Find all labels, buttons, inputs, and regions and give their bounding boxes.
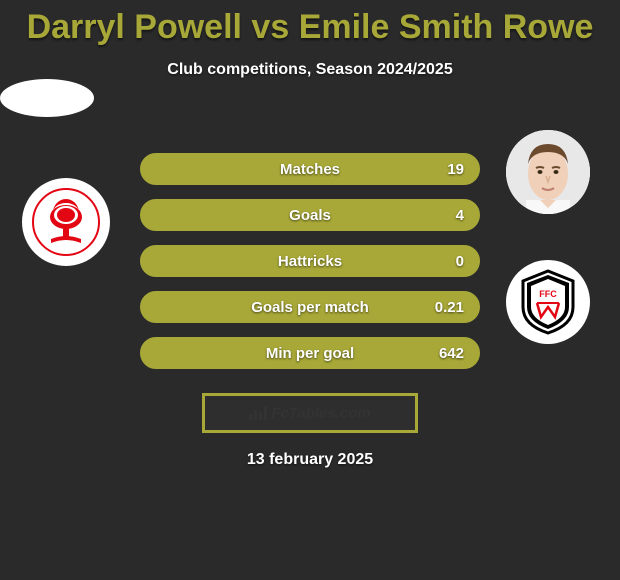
- stat-label: Goals per match: [251, 299, 369, 316]
- stat-row: Goals 4: [140, 199, 480, 231]
- stat-label: Goals: [289, 207, 331, 224]
- stat-row: Goals per match 0.21: [140, 291, 480, 323]
- svg-text:FFC: FFC: [539, 289, 557, 299]
- watermark-text: FcTables.com: [271, 405, 370, 422]
- stat-label: Hattricks: [278, 253, 342, 270]
- nottingham-forest-icon: [31, 187, 101, 257]
- stat-value-right: 642: [439, 345, 464, 362]
- stat-value-right: 4: [456, 207, 464, 224]
- club-left-badge: [22, 178, 110, 266]
- chart-bars-icon: [249, 406, 267, 420]
- stat-value-right: 0.21: [435, 299, 464, 316]
- stat-value-right: 0: [456, 253, 464, 270]
- stat-row: Min per goal 642: [140, 337, 480, 369]
- player-right-avatar: [506, 130, 590, 214]
- player-left-avatar: [0, 79, 94, 117]
- fulham-icon: FFC: [513, 267, 583, 337]
- club-right-badge: FFC: [506, 260, 590, 344]
- page-title: Darryl Powell vs Emile Smith Rowe: [0, 0, 620, 47]
- stat-row: Matches 19: [140, 153, 480, 185]
- comparison-card: Darryl Powell vs Emile Smith Rowe Club c…: [0, 0, 620, 580]
- stat-label: Min per goal: [266, 345, 354, 362]
- stat-value-right: 19: [447, 161, 464, 178]
- subtitle: Club competitions, Season 2024/2025: [0, 61, 620, 79]
- date-label: 13 february 2025: [0, 451, 620, 469]
- stat-label: Matches: [280, 161, 340, 178]
- stat-row: Hattricks 0: [140, 245, 480, 277]
- watermark: FcTables.com: [202, 393, 418, 433]
- player-face-icon: [506, 130, 590, 214]
